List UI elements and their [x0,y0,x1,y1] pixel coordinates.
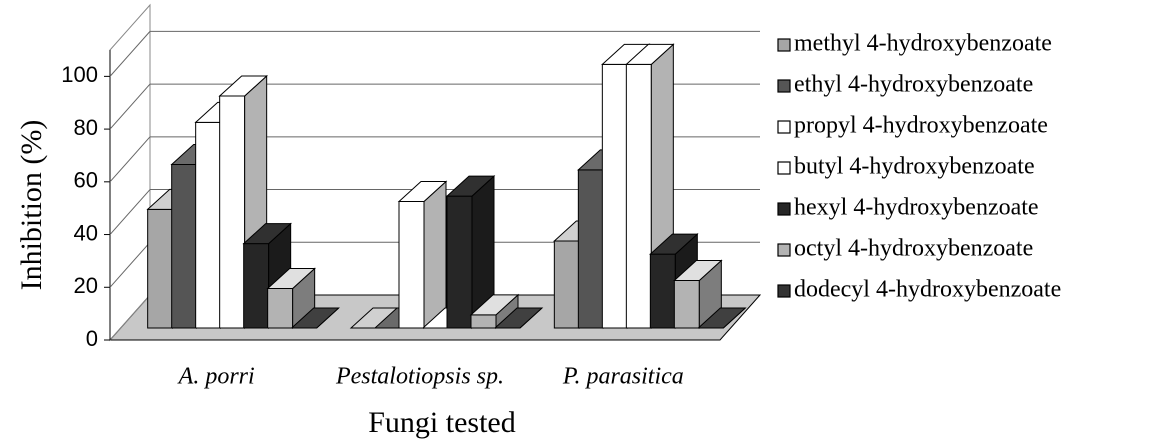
bar [397,180,448,330]
bar-front [147,208,174,329]
bar-front [649,253,676,329]
y-tick-label: 100 [61,62,98,87]
grid-line [109,31,151,77]
bar-front [577,169,604,329]
bar-front [601,63,628,329]
bar-front [267,287,294,329]
bar-top [445,175,496,197]
grid-line [109,136,151,183]
legend-swatch [777,243,791,257]
legend-swatch [777,38,791,52]
bar-front [195,121,222,329]
y-tick-label: 0 [86,326,98,351]
bar-top [625,43,675,65]
y-tick-label: 80 [74,115,98,140]
bar-top [697,307,747,329]
legend-label: butyl 4-hydroxybenzoate [794,154,1035,180]
legend-label: ethyl 4-hydroxybenzoate [794,72,1033,98]
y-tick-label: 60 [74,168,98,193]
bar-front [470,314,497,329]
left-wall [109,3,151,342]
bar-top [493,307,544,329]
legend-swatch [777,79,791,93]
bar [266,267,316,330]
legend-swatch [777,161,791,175]
bar-front [553,240,580,329]
x-tick-label: A. porri [177,364,255,390]
bar-side [423,180,447,330]
grid-line [109,241,151,288]
y-axis-label: Inhibition (%) [15,120,48,291]
legend-swatch [777,202,791,216]
bar [445,175,496,330]
bar-front [171,164,198,329]
grid-line [109,83,151,130]
bar [697,307,747,329]
bar-top [397,180,448,202]
y-tick-label: 20 [74,273,98,298]
legend-swatch [777,120,791,134]
bar-front [673,280,700,329]
y-tick-label: 40 [74,220,98,245]
bar-top [649,233,699,255]
bar-front [446,195,473,329]
legend-label: hexyl 4-hydroxybenzoate [794,195,1039,221]
bar-top [290,307,340,329]
legend-label: octyl 4-hydroxybenzoate [794,236,1033,262]
legend-label: dodecyl 4-hydroxybenzoate [794,277,1061,303]
bar [469,293,520,330]
x-tick-label: Pestalotiopsis sp. [335,364,504,390]
bar-front [398,200,425,329]
bar [290,307,340,329]
legend-label: propyl 4-hydroxybenzoate [794,113,1048,139]
bar-top [242,223,292,245]
bar-front [219,95,246,329]
bar-top [673,260,723,282]
bar [493,307,544,329]
legend-label: methyl 4-hydroxybenzoate [794,31,1052,57]
bar-front [243,243,270,329]
bar-top [266,267,316,289]
bar-top [218,75,268,97]
x-tick-label: P. parasitica [562,364,684,390]
bar [673,259,723,330]
bar-front [625,63,652,329]
legend-swatch [777,284,791,298]
grid-line [109,189,151,235]
bar-top [469,294,520,316]
x-axis-label: Fungi tested [368,406,516,439]
